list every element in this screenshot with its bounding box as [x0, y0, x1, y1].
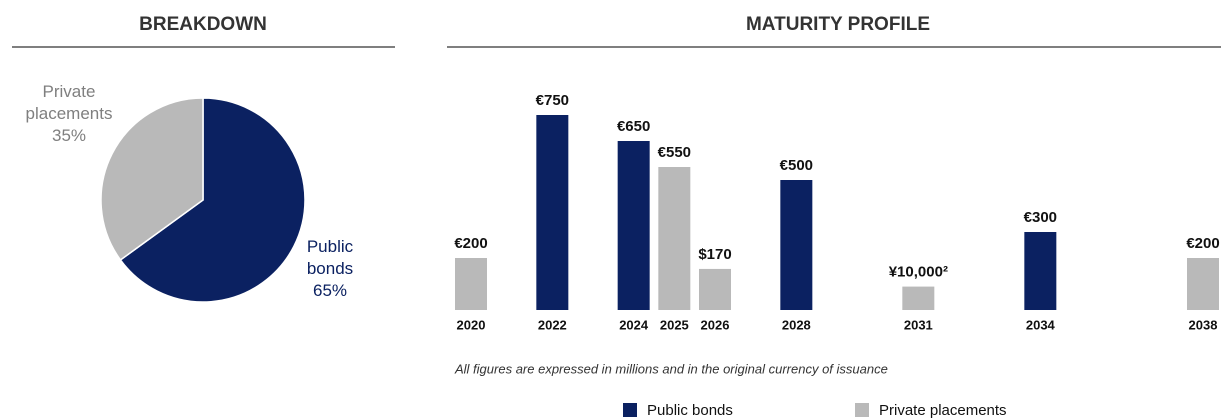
legend-swatch	[855, 403, 869, 417]
bar-value-label: €650	[617, 118, 650, 135]
pie-label-name: Public bonds	[306, 237, 354, 278]
pie-label: Private placements 35%	[10, 81, 128, 147]
bar-value-label: $170	[698, 246, 731, 263]
pie-label-name: Private placements	[25, 82, 113, 123]
bar	[658, 167, 691, 310]
x-tick-label: 2034	[1026, 317, 1056, 332]
pie-label: Public bonds 65%	[292, 236, 368, 302]
bar-value-label: ¥10,000²	[889, 264, 948, 281]
x-tick-label: 2020	[457, 317, 486, 332]
bar	[902, 286, 935, 310]
bar	[536, 115, 569, 310]
legend-label: Public bonds	[647, 402, 733, 419]
pie-slice	[100, 97, 204, 262]
bar-title: MATURITY PROFILE	[746, 14, 930, 35]
bar-value-label: €550	[658, 144, 691, 161]
pie-title: BREAKDOWN	[139, 14, 267, 35]
bar	[455, 258, 487, 310]
bar-value-label: €200	[1186, 235, 1219, 252]
x-tick-label: 2025	[660, 317, 689, 332]
x-tick-label: 2022	[538, 317, 567, 332]
bar-value-label: €300	[1024, 209, 1057, 226]
bar	[1024, 232, 1057, 310]
legend-swatch	[623, 403, 637, 417]
bar-value-label: €200	[454, 235, 487, 252]
pie-label-value: 65%	[312, 281, 348, 300]
bar-value-label: €500	[780, 157, 813, 174]
bar	[699, 268, 731, 310]
bar	[780, 180, 813, 310]
note: All figures are expressed in millions an…	[454, 361, 888, 376]
pie-slice	[119, 97, 306, 303]
bar	[617, 141, 650, 310]
x-tick-label: 2024	[619, 317, 649, 332]
bar	[1187, 258, 1219, 310]
x-tick-label: 2026	[701, 317, 730, 332]
bar-value-label: €750	[536, 92, 569, 109]
x-tick-label: 2038	[1189, 317, 1218, 332]
pie-label-value: 35%	[51, 126, 87, 145]
x-tick-label: 2028	[782, 317, 811, 332]
x-tick-label: 2031	[904, 317, 933, 332]
legend-label: Private placements	[879, 402, 1007, 419]
